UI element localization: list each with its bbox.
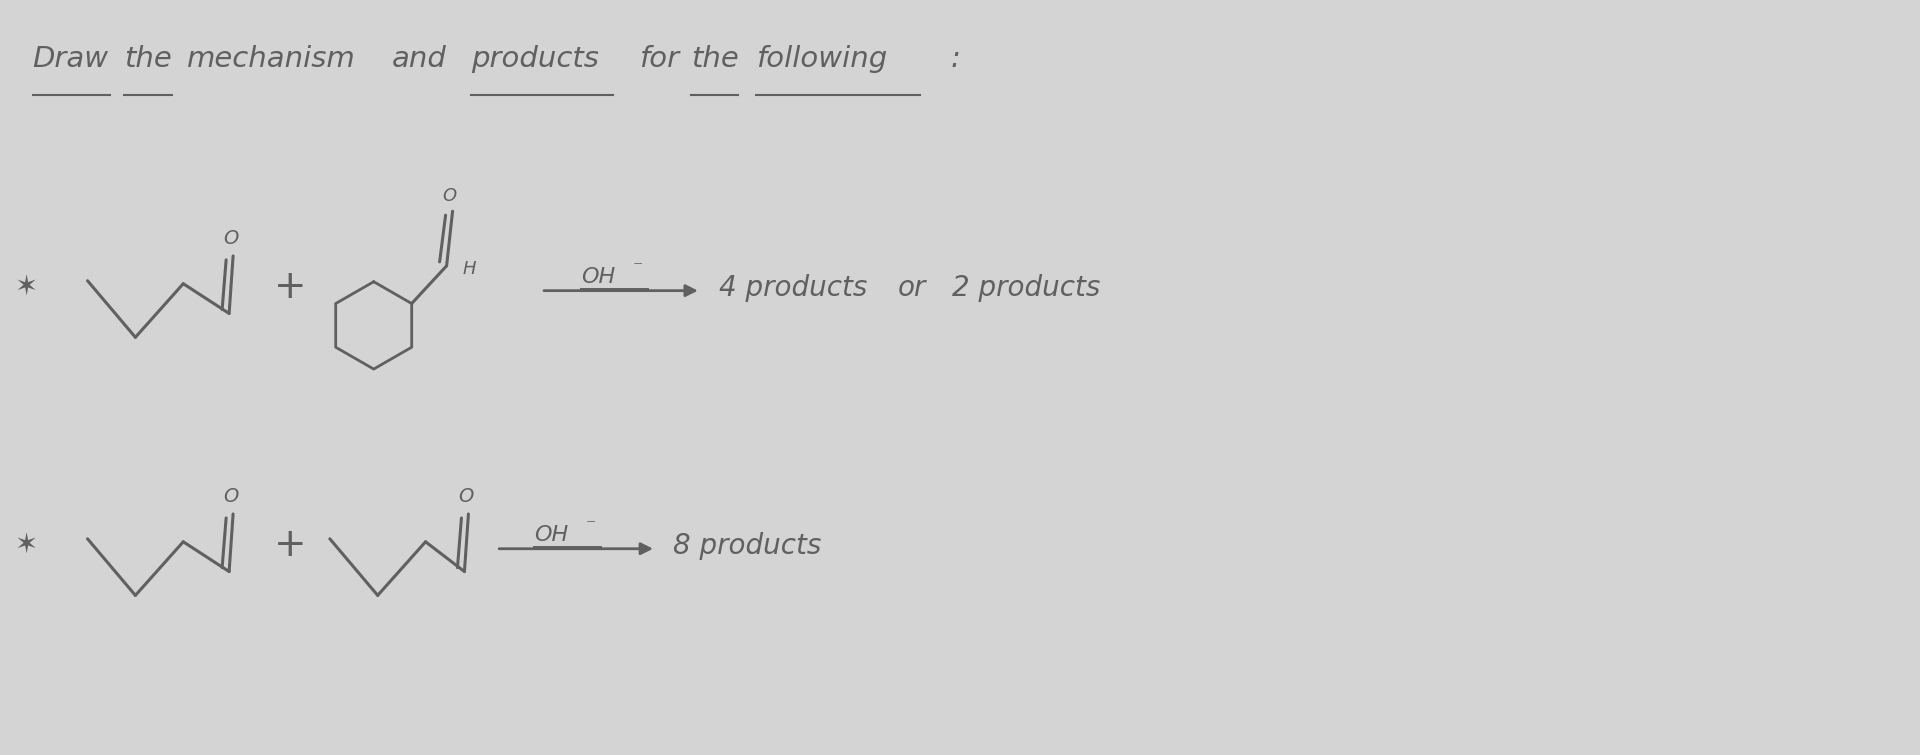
Text: O: O [223, 229, 238, 248]
Text: O: O [459, 487, 474, 506]
Text: for: for [639, 45, 680, 73]
Text: the: the [125, 45, 173, 73]
Text: 4 products: 4 products [718, 273, 868, 301]
Text: ✶: ✶ [15, 532, 38, 559]
Text: ✶: ✶ [15, 273, 38, 301]
Text: :: : [950, 45, 960, 73]
Text: following: following [756, 45, 887, 73]
Text: O: O [444, 187, 457, 205]
Text: +: + [275, 267, 307, 306]
Text: OH: OH [582, 267, 614, 287]
Text: 2 products: 2 products [952, 273, 1100, 301]
Text: +: + [275, 525, 307, 564]
Text: H: H [463, 260, 476, 278]
Text: Draw: Draw [33, 45, 109, 73]
Text: ⁻: ⁻ [586, 516, 597, 535]
Text: O: O [223, 487, 238, 506]
Text: mechanism: mechanism [188, 45, 355, 73]
Text: OH: OH [534, 525, 568, 545]
Text: or: or [899, 273, 927, 301]
Text: ⁻: ⁻ [634, 257, 643, 277]
Text: 8 products: 8 products [672, 532, 822, 559]
Text: products: products [472, 45, 599, 73]
Text: the: the [691, 45, 739, 73]
Text: and: and [392, 45, 447, 73]
